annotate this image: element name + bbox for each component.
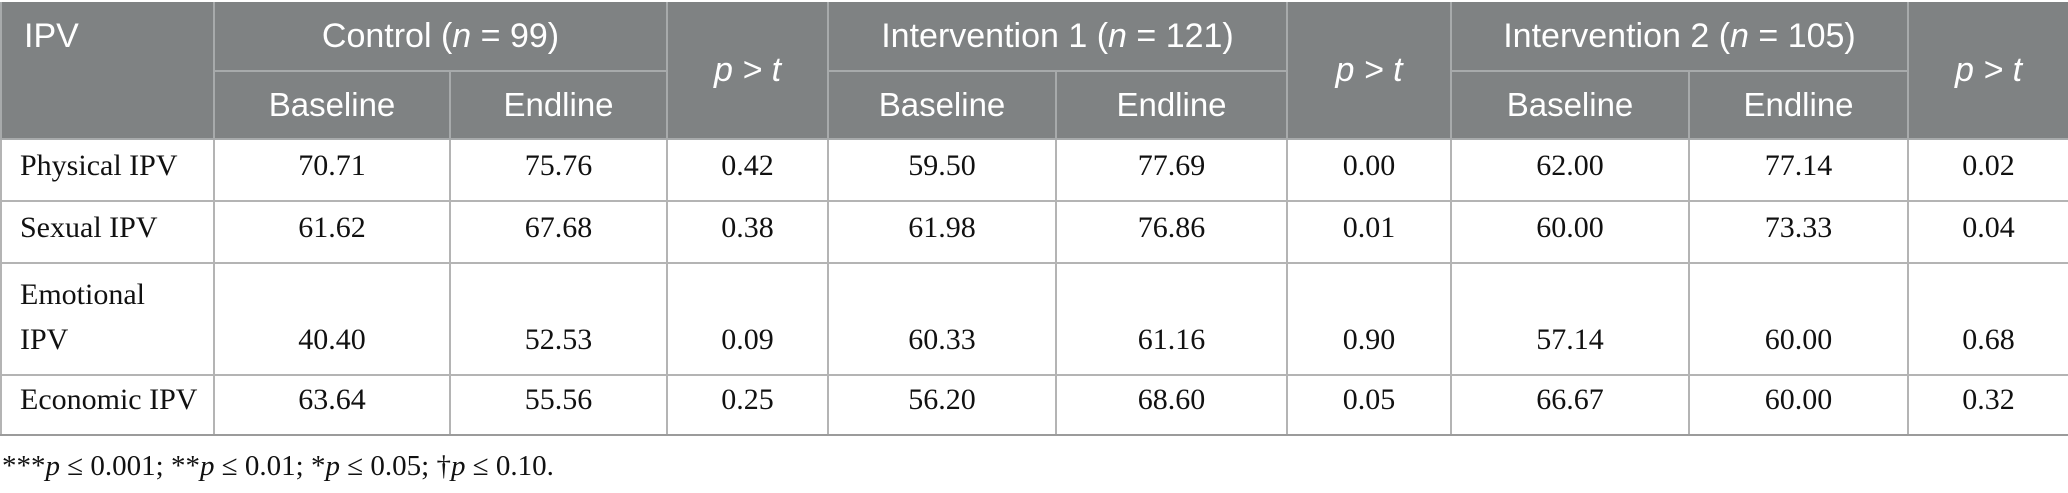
cell-p-value: 0.00 [1286,138,1452,202]
corner-header-ipv: IPV [0,2,215,140]
table-row-sexual-ipv: Sexual IPV 61.62 67.68 0.38 61.98 76.86 … [0,200,2068,264]
p-value-column-header-intervention-1: p > t [1286,2,1452,140]
table-row-economic-ipv: Economic IPV 63.64 55.56 0.25 56.20 68.6… [0,374,2068,436]
cell-value: 66.67 [1450,374,1690,436]
cell-value: 60.00 [1688,262,1909,376]
cell-value: 59.50 [827,138,1057,202]
cell-value: 61.16 [1055,262,1288,376]
cell-p-value: 0.05 [1286,374,1452,436]
cell-p-value: 0.04 [1907,200,2068,264]
cell-value: 67.68 [449,200,668,264]
cell-value: 55.56 [449,374,668,436]
table-row-emotional-ipv: Emotional IPV 40.40 52.53 0.09 60.33 61.… [0,262,2068,376]
cell-p-value: 0.68 [1907,262,2068,376]
group-header-control: Control (n = 99) [213,2,668,72]
cell-p-value: 0.01 [1286,200,1452,264]
table-body: Physical IPV 70.71 75.76 0.42 59.50 77.6… [0,138,2068,436]
subheader-endline-control: Endline [449,71,668,140]
cell-value: 61.62 [213,200,451,264]
cell-value: 73.33 [1688,200,1909,264]
table-header: IPV Control (n = 99) p > t Intervention … [0,2,2068,140]
cell-p-value: 0.90 [1286,262,1452,376]
row-label: Sexual IPV [0,200,215,264]
cell-value: 60.33 [827,262,1057,376]
subheader-baseline-intervention-2: Baseline [1450,71,1690,140]
row-label: Emotional IPV [0,262,215,376]
table-row-physical-ipv: Physical IPV 70.71 75.76 0.42 59.50 77.6… [0,138,2068,202]
cell-p-value: 0.38 [666,200,829,264]
cell-value: 63.64 [213,374,451,436]
cell-p-value: 0.09 [666,262,829,376]
cell-value: 61.98 [827,200,1057,264]
cell-value: 52.53 [449,262,668,376]
cell-value: 40.40 [213,262,451,376]
cell-p-value: 0.42 [666,138,829,202]
cell-value: 70.71 [213,138,451,202]
subheader-baseline-control: Baseline [213,71,451,140]
p-value-column-header-control: p > t [666,2,829,140]
cell-value: 68.60 [1055,374,1288,436]
cell-value: 57.14 [1450,262,1690,376]
row-label: Physical IPV [0,138,215,202]
subheader-endline-intervention-2: Endline [1688,71,1909,140]
group-header-intervention-2: Intervention 2 (n = 105) [1450,2,1909,72]
cell-value: 75.76 [449,138,668,202]
cell-p-value: 0.02 [1907,138,2068,202]
cell-value: 60.00 [1688,374,1909,436]
cell-value: 77.14 [1688,138,1909,202]
subheader-endline-intervention-1: Endline [1055,71,1288,140]
cell-value: 76.86 [1055,200,1288,264]
significance-footnote: ***p ≤ 0.001; **p ≤ 0.01; *p ≤ 0.05; †p … [2,450,554,482]
group-header-intervention-1: Intervention 1 (n = 121) [827,2,1288,72]
cell-value: 56.20 [827,374,1057,436]
cell-p-value: 0.32 [1907,374,2068,436]
p-value-column-header-intervention-2: p > t [1907,2,2068,140]
cell-value: 60.00 [1450,200,1690,264]
cell-p-value: 0.25 [666,374,829,436]
cell-value: 62.00 [1450,138,1690,202]
cell-value: 77.69 [1055,138,1288,202]
subheader-baseline-intervention-1: Baseline [827,71,1057,140]
ipv-results-table: IPV Control (n = 99) p > t Intervention … [0,2,2068,436]
row-label: Economic IPV [0,374,215,436]
